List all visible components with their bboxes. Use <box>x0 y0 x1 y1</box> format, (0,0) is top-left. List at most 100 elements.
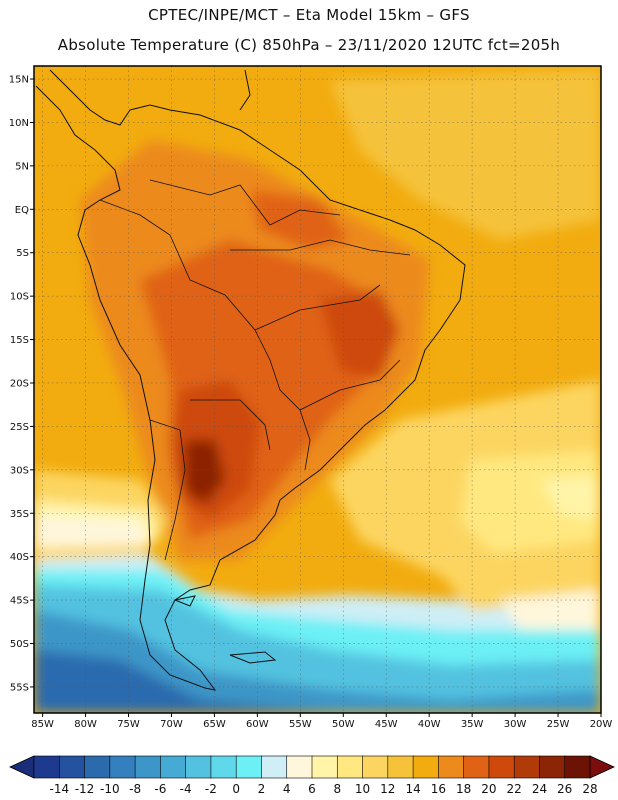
field-20-22-north <box>250 190 350 250</box>
lon-tick-label: 20W <box>590 719 613 730</box>
lon-tick-label: 55W <box>289 719 312 730</box>
continent-outline <box>35 69 466 691</box>
colorbar-label: 6 <box>308 782 316 796</box>
colorbar-swatch <box>362 755 389 779</box>
colorbar: -14 -12 -10 -8 -6 -4 -2 0 2 4 6 8 10 12 14 16 18 20 22 24 26… <box>9 755 615 796</box>
lon-tick-label: 50W <box>332 719 355 730</box>
lat-tick-label: 15S <box>10 335 29 346</box>
field-neg10-neg8-south <box>34 650 340 713</box>
temperature-field <box>34 66 601 713</box>
colorbar-swatch <box>488 755 515 779</box>
field-8-10-atlantic <box>540 475 600 520</box>
lon-tick-label: 45W <box>375 719 398 730</box>
lat-tick-label: 15N <box>9 75 29 86</box>
lat-tick-label: 5S <box>16 248 29 259</box>
border-brazil-states-2 <box>299 359 401 411</box>
colorbar-label: -12 <box>75 782 95 796</box>
border-northern <box>149 179 341 226</box>
colorbar-swatch <box>412 755 440 779</box>
lon-tick-label: 75W <box>117 719 140 730</box>
lon-tick-label: 80W <box>74 719 97 730</box>
colorbar-swatch <box>84 755 111 779</box>
colorbar-label: 8 <box>333 782 341 796</box>
country-borders <box>99 179 411 561</box>
colorbar-label: -6 <box>154 782 166 796</box>
colorbar-label: 24 <box>532 782 547 796</box>
peninsula-valdes <box>173 595 196 607</box>
lat-tick-label: 5N <box>15 161 29 172</box>
lon-tick-label: 35W <box>461 719 484 730</box>
lat-tick-label: 45S <box>10 596 29 607</box>
colorbar-label: 20 <box>481 782 496 796</box>
colorbar-swatch <box>261 755 288 779</box>
field-neg6-neg4-south <box>34 610 600 713</box>
colorbar-swatch <box>33 755 61 779</box>
lat-tick-label: 10S <box>10 292 29 303</box>
colorbar-swatch <box>539 755 566 779</box>
latitude-axis: 15N 10N 5N EQ 5S 10S 15S 20S 25S 30S 35S 40S 45S 50S 5… <box>9 75 34 693</box>
field-6-8-pacific <box>34 515 150 548</box>
map-frame <box>33 65 602 714</box>
colorbar-label: 10 <box>355 782 370 796</box>
colorbar-swatch <box>438 755 465 779</box>
colorbar-label: 22 <box>507 782 522 796</box>
colorbar-over-arrow <box>589 755 615 779</box>
lat-tick-label: 40S <box>10 552 29 563</box>
chart-title-line-2: Absolute Temperature (C) 850hPa – 23/11/… <box>57 36 561 54</box>
colorbar-label: -14 <box>49 782 69 796</box>
lat-tick-label: 25S <box>10 422 29 433</box>
field-22-24-east <box>320 290 400 380</box>
colorbar-label: 26 <box>557 782 572 796</box>
lat-tick-label: 30S <box>10 465 29 476</box>
colorbar-label: 18 <box>456 782 471 796</box>
colorbar-swatch <box>185 755 212 779</box>
border-brazil-states-3 <box>230 239 411 256</box>
lat-tick-label: 35S <box>10 509 29 520</box>
colorbar-swatch <box>564 755 591 779</box>
colorbar-swatch <box>513 755 541 779</box>
colorbar-label: 0 <box>232 782 240 796</box>
colorbar-swatch <box>235 755 263 779</box>
lon-tick-label: 40W <box>418 719 441 730</box>
colorbar-swatch <box>387 755 414 779</box>
lon-tick-label: 65W <box>203 719 226 730</box>
lat-lon-grid <box>34 66 602 713</box>
lat-tick-label: 10N <box>9 118 29 129</box>
colorbar-label: 14 <box>405 782 420 796</box>
lat-tick-label: 20S <box>10 378 29 389</box>
border-paraguay <box>190 399 271 451</box>
colorbar-swatch <box>286 755 313 779</box>
colorbar-swatch <box>109 755 136 779</box>
field-14-16-north-atlantic <box>330 70 600 240</box>
colorbar-swatch <box>160 755 187 779</box>
border-brazil-states-1 <box>254 284 381 331</box>
colorbar-label: 28 <box>582 782 597 796</box>
lon-tick-label: 70W <box>160 719 183 730</box>
lon-tick-label: 60W <box>246 719 269 730</box>
field-26-plus <box>185 440 225 505</box>
colorbar-label: -4 <box>180 782 192 796</box>
colorbar-label: -2 <box>205 782 217 796</box>
field-10-12-atlantic <box>460 450 600 560</box>
colorbar-label: 16 <box>431 782 446 796</box>
chart-title-line-1: CPTEC/INPE/MCT – Eta Model 15km – GFS <box>148 6 470 24</box>
lat-tick-label: EQ <box>15 205 29 216</box>
lon-tick-label: 30W <box>504 719 527 730</box>
coastline <box>35 69 466 691</box>
lon-tick-label: 85W <box>31 719 54 730</box>
colorbar-swatch <box>210 755 237 779</box>
colorbar-label: -8 <box>129 782 141 796</box>
lat-tick-label: 55S <box>10 682 29 693</box>
falkland-islands <box>229 651 277 664</box>
caribbean-islands <box>239 69 251 111</box>
longitude-axis: 85W 80W 75W 70W 65W 60W 55W 50W 45W 40W 35W 30W 25W 2… <box>31 713 612 730</box>
colorbar-under-arrow <box>9 755 35 779</box>
colorbar-label: -10 <box>100 782 120 796</box>
colorbar-swatch <box>134 755 162 779</box>
colorbar-swatch <box>58 755 86 779</box>
lon-tick-label: 25W <box>547 719 570 730</box>
lat-tick-label: 50S <box>10 639 29 650</box>
colorbar-swatch <box>463 755 490 779</box>
colorbar-swatch <box>311 755 339 779</box>
